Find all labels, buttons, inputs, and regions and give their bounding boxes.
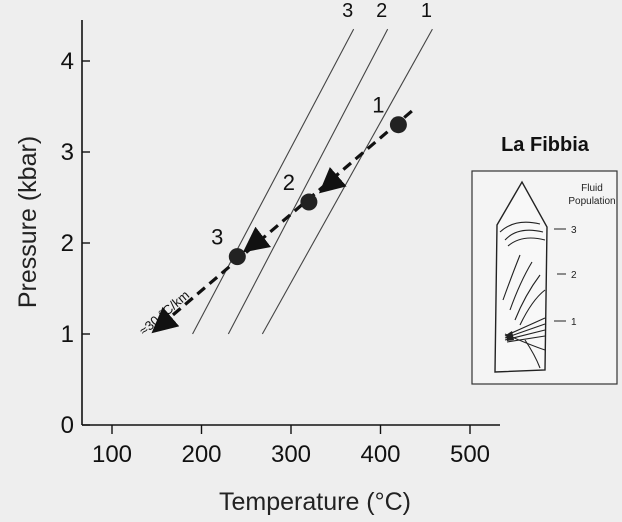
inset-legend-title-line1: Fluid: [581, 183, 603, 194]
x-tick-label: 400: [360, 441, 400, 468]
population-3-label: 3: [571, 225, 577, 236]
population-1-label: 1: [571, 317, 577, 328]
y-tick-label: 2: [61, 230, 74, 257]
x-ticks: 100 200 300 400 500: [92, 425, 490, 468]
y-tick-label: 0: [61, 412, 74, 439]
y-tick-label: 1: [61, 321, 74, 348]
trend-step-arrow: [318, 166, 347, 194]
y-tick-label: 3: [61, 139, 74, 166]
isochore-3-label: 3: [342, 0, 353, 22]
trend-arrow: [151, 109, 413, 334]
entrapment-point-3: [228, 248, 246, 266]
x-tick-label: 500: [450, 441, 490, 468]
y-tick-label: 4: [61, 48, 74, 75]
gradient-trend: ≈30 °C/km: [136, 109, 413, 338]
x-axis-title: Temperature (°C): [219, 488, 411, 516]
vein-outline: [494, 180, 548, 373]
inset-panel: La Fibbia Fluid Population 3 2 1: [471, 134, 618, 385]
inset-title: La Fibbia: [501, 134, 590, 156]
entrapment-point-2-label: 2: [283, 170, 295, 195]
isochore-2-line: [227, 28, 389, 335]
entrapment-point-2: [300, 193, 318, 211]
x-tick-label: 300: [271, 441, 311, 468]
entrapment-points: 1 2 3: [211, 93, 407, 266]
axes: [81, 20, 500, 426]
isochore-1-label: 1: [421, 0, 432, 22]
isochore-lines: 1 2 3: [192, 0, 433, 335]
gradient-label: ≈30 °C/km: [136, 287, 192, 338]
isochore-2-label: 2: [376, 0, 387, 22]
population-2-label: 2: [571, 270, 577, 281]
trend-step-arrow: [242, 226, 271, 253]
isochore-1-line: [261, 28, 433, 335]
entrapment-point-1: [389, 116, 407, 134]
inset-legend-title-line2: Population: [568, 196, 615, 207]
x-tick-label: 200: [181, 441, 221, 468]
entrapment-point-3-label: 3: [211, 225, 223, 250]
x-tick-label: 100: [92, 441, 132, 468]
y-axis-title: Pressure (kbar): [14, 136, 42, 308]
vein-dense-cluster: [506, 331, 514, 341]
entrapment-point-1-label: 1: [372, 93, 384, 118]
isochore-3-line: [192, 28, 355, 335]
y-ticks: 0 1 2 3 4: [61, 48, 90, 439]
